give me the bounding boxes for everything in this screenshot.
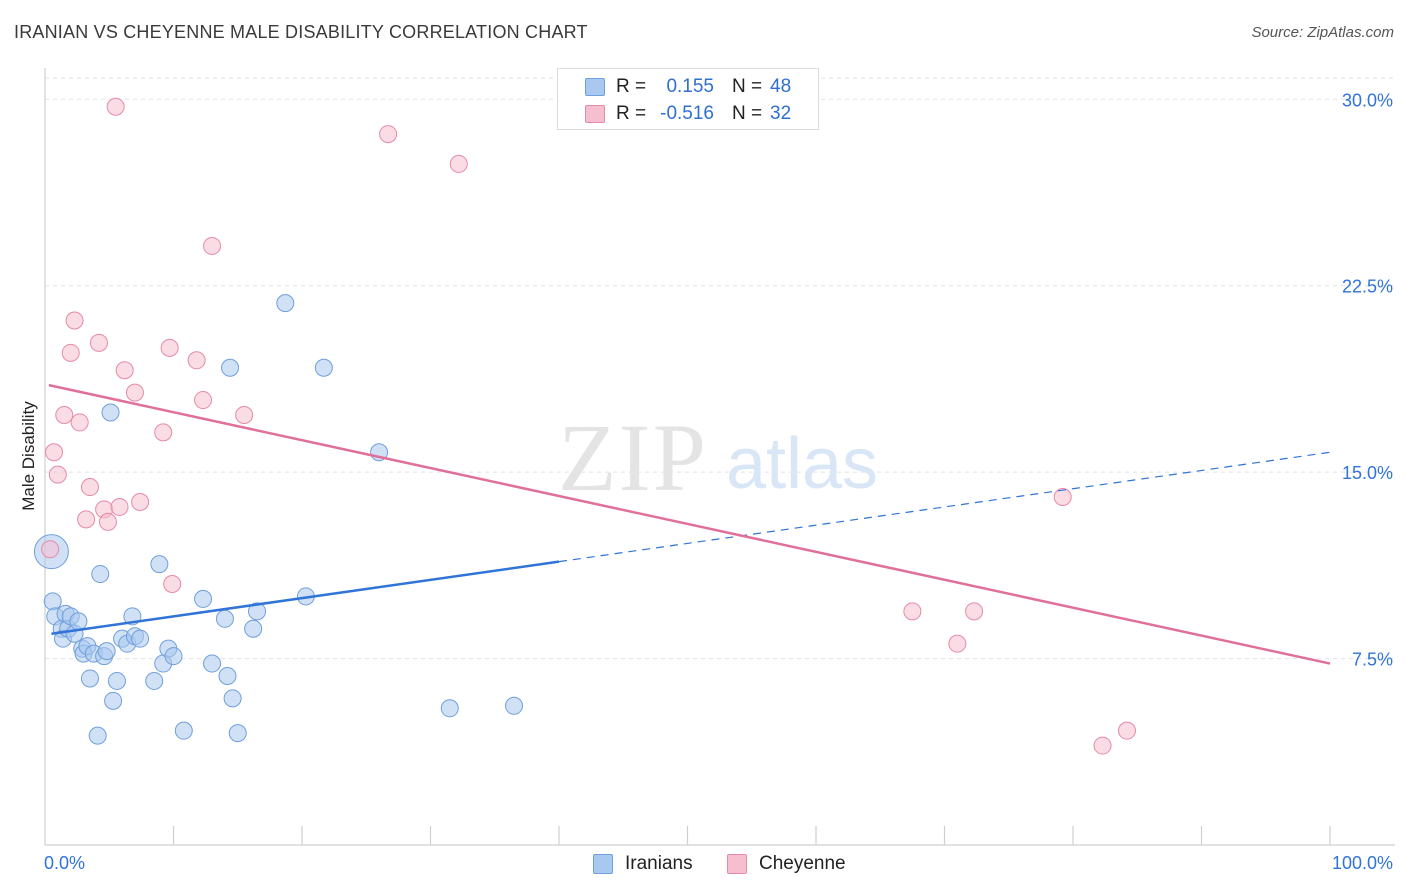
- cheyenne-point: [203, 236, 222, 255]
- watermark-zip: ZIP: [558, 404, 708, 511]
- cheyenne-point: [61, 343, 80, 362]
- cheyenne-point: [131, 492, 150, 511]
- tick-labels: 7.5% 15.0% 22.5% 30.0% 0.0% 100.0%: [44, 90, 1393, 873]
- legend-swatch-iranians: [593, 854, 613, 874]
- r-label: R =: [616, 76, 647, 97]
- iranians-point: [91, 565, 110, 584]
- iranians-point: [314, 358, 333, 377]
- cheyenne-point: [125, 383, 144, 402]
- iranians-point: [150, 555, 169, 574]
- cheyenne-point: [110, 497, 129, 516]
- iranians-point: [69, 612, 88, 631]
- cheyenne-point: [89, 333, 108, 352]
- iranians-trend-extension: [558, 451, 1331, 563]
- cheyenne-point: [70, 413, 89, 432]
- iranians-point: [164, 647, 183, 666]
- iranians-point: [145, 671, 164, 690]
- iranians-point: [174, 721, 193, 740]
- cheyenne-point: [41, 540, 60, 559]
- iranians-point: [131, 629, 150, 648]
- cheyenne-point: [160, 338, 179, 357]
- y-axis-label: Male Disability: [19, 401, 38, 511]
- legend-label-iranians: Iranians: [625, 853, 693, 874]
- cheyenne-point: [77, 510, 96, 529]
- iranians-point: [101, 403, 120, 422]
- y-tick-label: 15.0%: [1342, 463, 1393, 483]
- trend-lines: [48, 383, 1331, 665]
- stats-swatch-iranians: [585, 78, 605, 96]
- cheyenne-point: [106, 97, 125, 116]
- iranians-point: [440, 699, 459, 718]
- cheyenne-points: [41, 97, 1136, 755]
- iranians-point: [97, 642, 116, 661]
- stats-row-iranians: R = 0.155 N = 48: [558, 74, 818, 100]
- iranians-point: [80, 669, 99, 688]
- iranians-point: [215, 609, 234, 628]
- cheyenne-point: [65, 311, 84, 330]
- iranians-point: [505, 696, 524, 715]
- n-value: 48: [770, 76, 792, 97]
- iranians-point: [104, 691, 123, 710]
- iranians-point: [43, 592, 62, 611]
- stats-row-cheyenne: R = -0.516 N = 32: [558, 101, 818, 127]
- cheyenne-point: [1093, 736, 1112, 755]
- iranians-point: [218, 666, 237, 685]
- grid-lines: [45, 77, 1395, 660]
- legend-swatch-cheyenne: [727, 854, 747, 874]
- n-value: 32: [770, 103, 792, 124]
- stats-box: R = 0.155 N = 48 R = -0.516 N = 32: [557, 68, 819, 130]
- x-tick-label: 100.0%: [1332, 853, 1393, 873]
- iranians-point: [221, 358, 240, 377]
- x-tick-label: 0.0%: [44, 853, 85, 873]
- iranians-point: [107, 671, 126, 690]
- iranians-trend-line: [51, 560, 560, 635]
- cheyenne-point: [98, 512, 117, 531]
- iranians-point: [203, 654, 222, 673]
- y-tick-label: 30.0%: [1342, 90, 1393, 110]
- cheyenne-point: [187, 351, 206, 370]
- y-tick-label: 7.5%: [1352, 650, 1393, 670]
- cheyenne-point: [115, 361, 134, 380]
- cheyenne-trend-line: [48, 383, 1331, 665]
- stats-swatch-cheyenne: [585, 105, 605, 123]
- cheyenne-point: [235, 405, 254, 424]
- y-tick-label: 22.5%: [1342, 277, 1393, 297]
- iranians-point: [276, 294, 295, 313]
- iranians-point: [223, 689, 242, 708]
- cheyenne-point: [194, 391, 213, 410]
- cheyenne-point: [80, 478, 99, 497]
- cheyenne-point: [48, 465, 67, 484]
- cheyenne-point: [948, 634, 967, 653]
- iranians-point: [248, 602, 267, 621]
- cheyenne-point: [44, 443, 63, 462]
- cheyenne-point: [1053, 488, 1072, 506]
- cheyenne-point: [55, 405, 74, 424]
- chart-title: IRANIAN VS CHEYENNE MALE DISABILITY CORR…: [14, 22, 588, 42]
- cheyenne-point: [449, 154, 468, 173]
- r-label: R =: [616, 103, 647, 124]
- cheyenne-point: [903, 602, 922, 621]
- cheyenne-point: [965, 602, 984, 621]
- cheyenne-point: [163, 575, 182, 593]
- legend: Iranians Cheyenne: [0, 852, 1406, 876]
- iranians-point: [228, 724, 247, 743]
- iranians-point: [244, 619, 263, 638]
- source-label: Source: ZipAtlas.com: [1251, 24, 1394, 41]
- legend-label-cheyenne: Cheyenne: [759, 853, 846, 874]
- cheyenne-point: [1117, 721, 1136, 740]
- cheyenne-point: [154, 423, 173, 442]
- n-label: N =: [732, 76, 763, 97]
- cheyenne-point: [379, 125, 398, 144]
- n-label: N =: [732, 103, 763, 124]
- iranians-point: [194, 589, 213, 608]
- r-value: 0.155: [666, 76, 714, 97]
- axes: [44, 68, 1395, 846]
- r-value: -0.516: [660, 103, 714, 124]
- watermark-atlas: atlas: [726, 424, 878, 504]
- watermark: ZIP atlas: [558, 404, 878, 511]
- iranians-point: [88, 726, 107, 745]
